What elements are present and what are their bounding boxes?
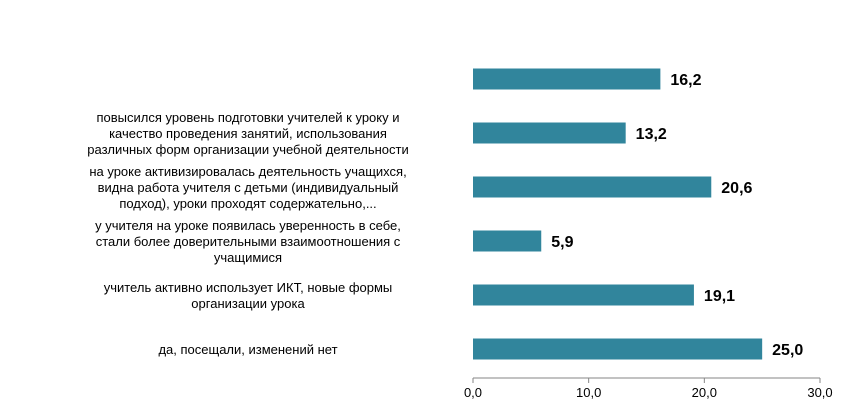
- bar: [473, 176, 712, 198]
- bar: [473, 230, 542, 252]
- category-label: повысился уровень подготовки учителей к …: [38, 110, 458, 158]
- bar: [473, 338, 763, 360]
- category-label-line: различных форм организации учебной деяте…: [87, 142, 409, 157]
- category-label-line: на уроке активизировалась деятельность у…: [89, 164, 407, 179]
- category-label: на уроке активизировалась деятельность у…: [38, 164, 458, 212]
- category-label-line: учитель активно использует ИКТ, новые фо…: [103, 280, 393, 295]
- category-label-line: качество проведения занятий, использован…: [109, 126, 387, 141]
- x-tick-label: 20,0: [692, 385, 717, 400]
- category-label: у учителя на уроке появилась уверенность…: [38, 218, 458, 266]
- x-tick-label: 10,0: [576, 385, 601, 400]
- category-label-line: подход), уроки проходят содержательно,..…: [119, 196, 377, 211]
- x-tick-label: 30,0: [807, 385, 832, 400]
- category-label: учитель активно использует ИКТ, новые фо…: [38, 280, 458, 312]
- category-label-line: видна работа учителя с детьми (индивидуа…: [97, 180, 399, 195]
- bar: [473, 122, 626, 144]
- data-label: 16,2: [670, 72, 701, 89]
- category-label-line: повысился уровень подготовки учителей к …: [96, 110, 400, 125]
- category-label-line: да, посещали, изменений нет: [158, 342, 338, 357]
- data-label: 19,1: [704, 288, 735, 305]
- category-label-line: стали более доверительными взаимоотношен…: [95, 234, 401, 249]
- category-label-line: учащимися: [213, 250, 283, 265]
- data-label: 5,9: [551, 234, 573, 251]
- category-label: да, посещали, изменений нет: [38, 342, 458, 358]
- x-tick-label: 0,0: [464, 385, 482, 400]
- data-label: 25,0: [772, 342, 803, 359]
- bar: [473, 284, 694, 306]
- category-label-line: у учителя на уроке появилась уверенность…: [95, 218, 401, 233]
- data-label: 13,2: [636, 126, 667, 143]
- data-label: 20,6: [721, 180, 752, 197]
- category-label-line: организации урока: [191, 296, 305, 311]
- bar: [473, 68, 661, 90]
